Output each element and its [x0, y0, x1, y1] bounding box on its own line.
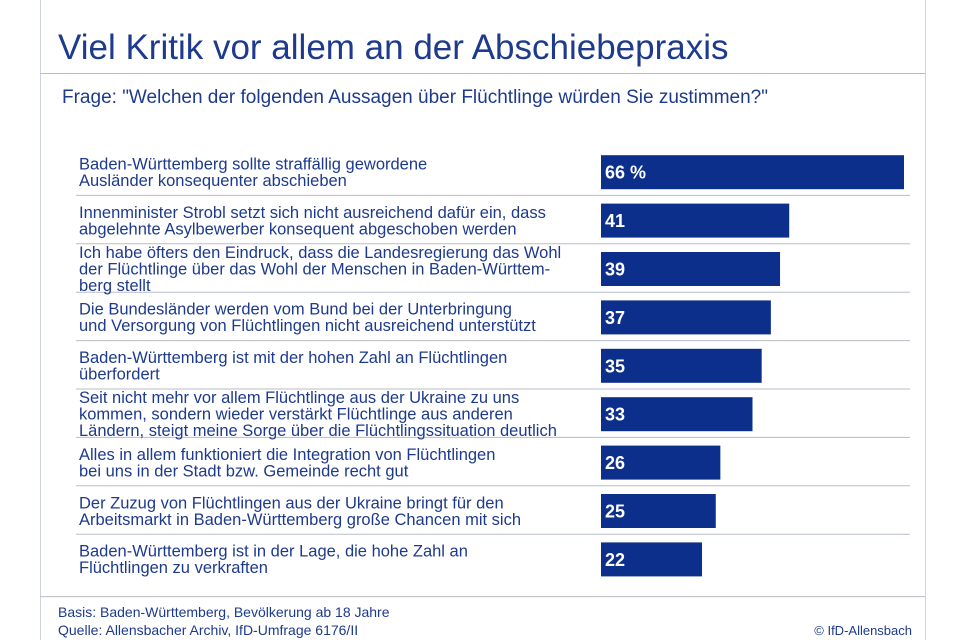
category-label: Der Zuzug von Flüchtlingen aus der Ukrai… — [79, 494, 521, 529]
footer-copyright: © IfD-Allensbach — [814, 623, 912, 638]
bar — [601, 300, 771, 335]
category-label: Die Bundesländer werden vom Bund bei der… — [79, 301, 536, 336]
value-label: 25 — [605, 502, 625, 522]
value-label: 22 — [605, 550, 625, 570]
value-label: 41 — [605, 211, 625, 231]
bar — [601, 252, 781, 286]
category-label: Seit nicht mehr vor allem Flüchtlinge au… — [79, 389, 557, 440]
value-label: 33 — [605, 405, 625, 425]
category-label: Baden-Württemberg ist mit der hohen Zahl… — [79, 349, 507, 384]
footer-basis: Basis: Baden-Württemberg, Bevölkerung ab… — [58, 604, 390, 620]
chart-title: Viel Kritik vor allem an der Abschiebepr… — [58, 28, 729, 68]
bar — [601, 494, 716, 528]
bar — [601, 203, 790, 238]
bar — [601, 348, 762, 383]
bar — [601, 155, 904, 190]
bar — [601, 397, 753, 432]
value-label: 37 — [605, 308, 625, 328]
bar — [601, 445, 721, 480]
category-label: Innenminister Strobl setzt sich nicht au… — [79, 204, 546, 239]
category-label: Alles in allem funktioniert die Integrat… — [79, 446, 495, 481]
bar — [601, 542, 702, 577]
survey-question: Frage: "Welchen der folgenden Aussagen ü… — [62, 87, 768, 108]
value-label: 66 % — [605, 163, 646, 183]
value-label: 39 — [605, 260, 625, 280]
category-label: Baden-Württemberg sollte straffällig gew… — [79, 155, 427, 190]
value-label: 26 — [605, 453, 625, 473]
footer-source: Quelle: Allensbacher Archiv, IfD-Umfrage… — [58, 622, 359, 638]
right-frame-line — [925, 0, 926, 640]
category-label: Ich habe öfters den Eindruck, dass die L… — [79, 244, 561, 295]
category-label: Baden-Württemberg ist in der Lage, die h… — [79, 543, 468, 578]
title-divider — [40, 73, 925, 74]
left-frame-line — [40, 0, 41, 640]
value-label: 35 — [605, 356, 625, 376]
